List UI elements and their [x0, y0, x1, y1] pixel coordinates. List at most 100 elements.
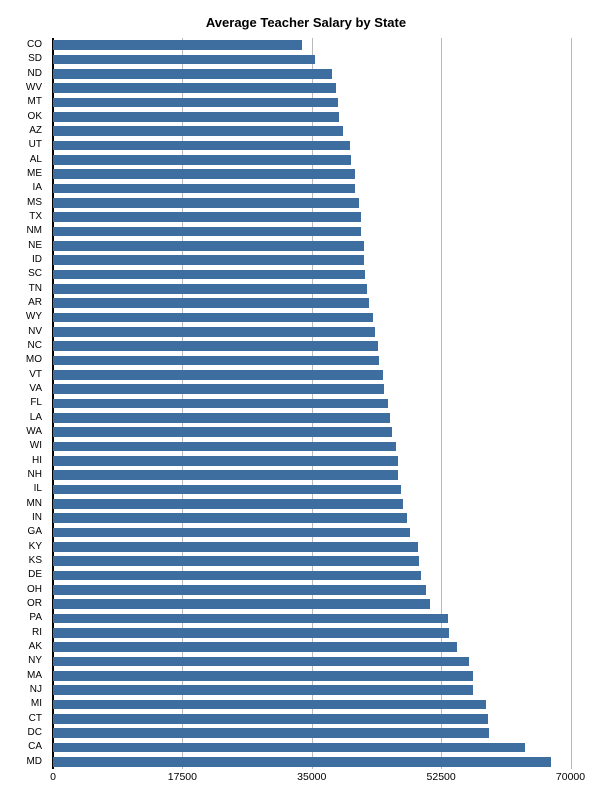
bar-UT [53, 140, 351, 151]
bar-IL [53, 484, 402, 495]
bar-TN [53, 284, 368, 294]
plot-area [52, 38, 595, 769]
x-tick-label-17500: 17500 [167, 771, 197, 783]
y-tick-label-NV: NV [28, 325, 42, 337]
bar-HI [53, 456, 398, 466]
y-tick-label-MT: MT [27, 96, 42, 108]
bar-MA [53, 671, 473, 681]
y-tick-label-ID: ID [32, 254, 42, 265]
y-tick-label-IL: IL [33, 483, 42, 495]
bar-DE [53, 570, 422, 581]
y-tick-label-GA: GA [27, 526, 42, 538]
y-tick-label-AK: AK [28, 641, 42, 652]
y-tick-label-DC: DC [27, 727, 42, 738]
y-tick-label-CT: CT [28, 712, 42, 724]
y-tick-label-SC: SC [28, 268, 42, 280]
bar-KS [53, 556, 419, 566]
y-axis-labels: CO SD ND WV MT OK AZ UT AL ME IA MS TX NM NE ID SC TN AR WY… [0, 38, 53, 769]
bar-NJ [53, 685, 473, 695]
y-tick-label-WV: WV [25, 82, 42, 93]
bar-CA [53, 742, 525, 753]
y-tick-label-ND: ND [27, 67, 42, 79]
y-tick-label-FL: FL [30, 397, 42, 409]
bar-OH [53, 585, 426, 595]
bar-NC [53, 341, 379, 351]
y-tick-label-MN: MN [26, 497, 42, 509]
y-tick-label-WY: WY [25, 311, 42, 323]
y-tick-label-VA: VA [29, 383, 42, 394]
bar-LA [53, 413, 391, 423]
bar-CT [53, 714, 488, 724]
y-tick-label-IA: IA [32, 182, 42, 194]
y-tick-label-TX: TX [29, 211, 42, 222]
y-tick-label-SD: SD [28, 53, 42, 65]
y-tick-label-NJ: NJ [29, 684, 42, 695]
bar-WY [53, 312, 374, 323]
bar-NM [53, 226, 362, 237]
y-tick-label-ME: ME [27, 168, 42, 179]
bar-ME [53, 169, 355, 179]
y-tick-label-MA: MA [27, 669, 42, 681]
x-tick-label-35000: 35000 [297, 771, 327, 783]
bar-NV [53, 327, 375, 337]
bar-OR [53, 599, 431, 609]
bar-RI [53, 628, 449, 638]
y-tick-label-RI: RI [32, 626, 42, 638]
y-tick-label-MS: MS [27, 196, 42, 208]
bar-MS [53, 198, 360, 208]
bar-WI [53, 441, 397, 452]
bar-KY [53, 542, 419, 552]
bar-ND [53, 69, 332, 79]
bar-VA [53, 384, 385, 394]
y-tick-label-PA: PA [29, 612, 42, 624]
bar-AK [53, 642, 458, 652]
y-tick-label-MD: MD [26, 755, 42, 767]
y-tick-label-WI: WI [29, 440, 42, 452]
y-tick-label-LA: LA [29, 411, 42, 423]
bar-ID [53, 255, 365, 265]
bar-TX [53, 212, 361, 222]
bar-NH [53, 470, 399, 480]
y-tick-label-OK: OK [27, 110, 42, 122]
bar-GA [53, 527, 411, 538]
y-tick-label-MO: MO [25, 354, 42, 366]
y-axis-line [52, 38, 54, 769]
y-tick-label-KY: KY [28, 540, 42, 552]
bar-WA [53, 427, 392, 437]
bar-OK [53, 112, 340, 122]
y-tick-label-OH: OH [27, 583, 42, 595]
y-tick-label-AL: AL [29, 153, 42, 165]
x-tick-label-70000: 70000 [555, 771, 586, 783]
bar-WV [53, 83, 337, 93]
bar-VT [53, 370, 383, 380]
bar-MT [53, 97, 338, 108]
y-tick-label-CA: CA [28, 741, 42, 753]
bar-SC [53, 269, 365, 280]
y-tick-label-NH: NH [27, 469, 42, 480]
y-tick-label-TN: TN [28, 282, 42, 294]
x-axis-labels: 0 17500 35000 52500 70000 [0, 769, 612, 785]
y-tick-label-WA: WA [26, 426, 42, 437]
y-tick-label-AZ: AZ [29, 125, 42, 136]
bar-MI [53, 699, 487, 710]
bar-FL [53, 398, 388, 409]
y-tick-label-AR: AR [28, 297, 42, 308]
y-tick-label-IN: IN [32, 512, 42, 523]
bar-AL [53, 155, 351, 165]
y-tick-label-CO: CO [27, 39, 42, 50]
gridline-52500 [441, 38, 443, 769]
bar-IA [53, 183, 356, 194]
bar-MO [53, 355, 380, 366]
y-tick-label-NM: NM [26, 225, 42, 237]
bar-PA [53, 613, 448, 624]
y-tick-label-NC: NC [27, 340, 42, 351]
y-tick-label-UT: UT [28, 139, 42, 151]
bar-MN [53, 499, 404, 509]
bar-AZ [53, 126, 343, 136]
gridline-70000 [570, 38, 572, 769]
bar-IN [53, 513, 408, 523]
bar-AR [53, 298, 370, 308]
x-tick-label-0: 0 [50, 771, 56, 783]
y-tick-label-DE: DE [28, 569, 42, 581]
